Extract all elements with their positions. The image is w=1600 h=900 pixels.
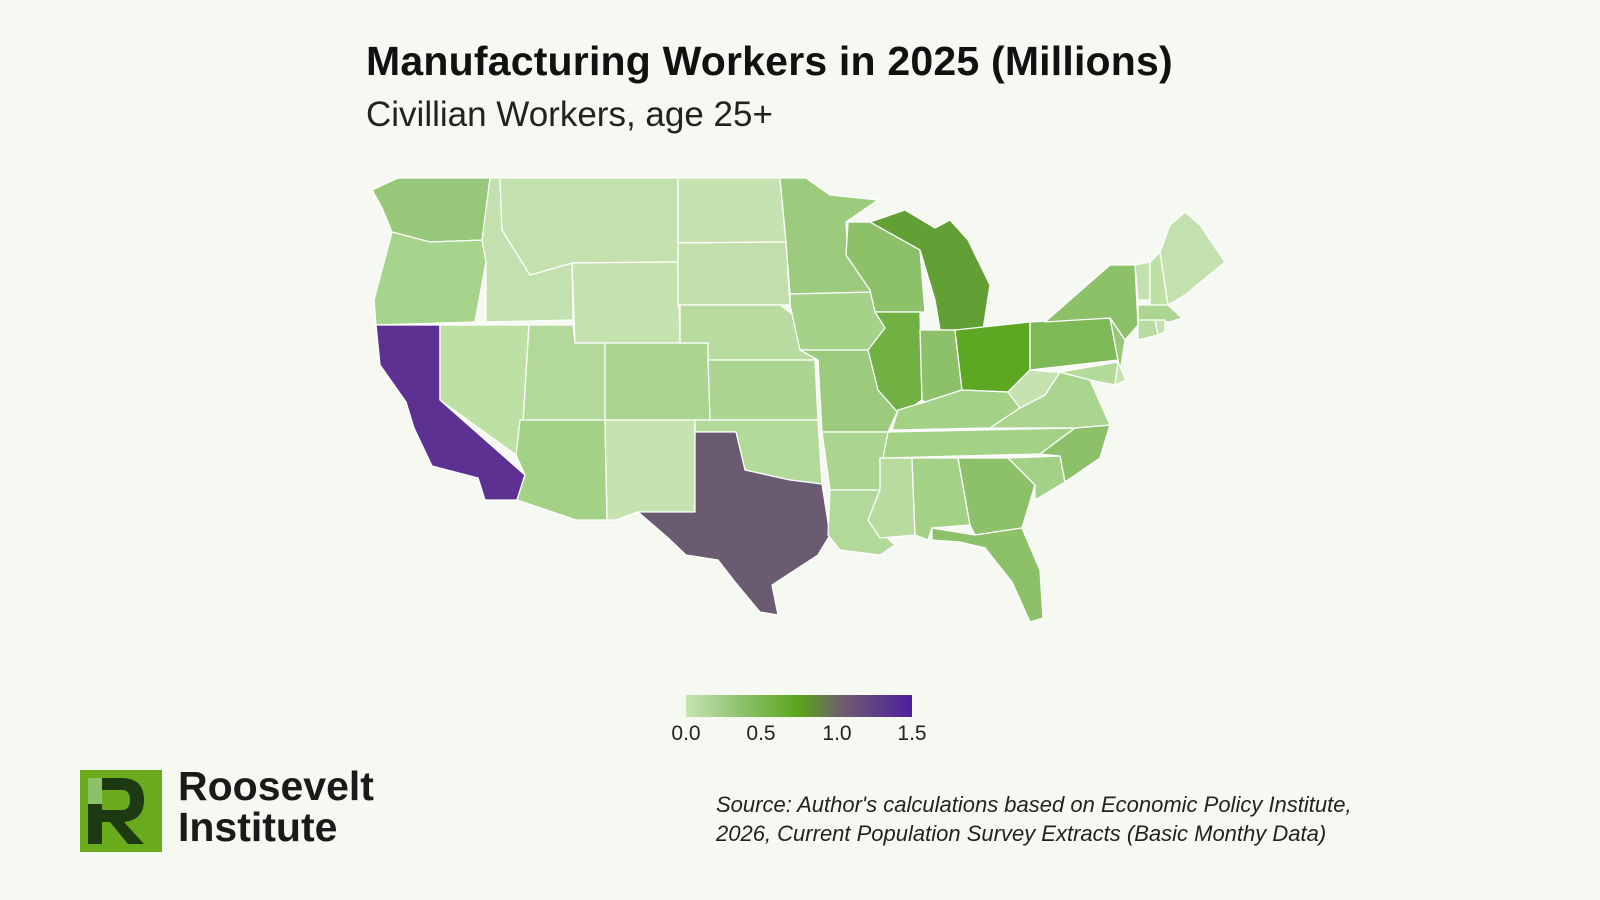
chart-subtitle: Civillian Workers, age 25+ xyxy=(366,95,773,134)
state-ia xyxy=(789,291,886,351)
state-sd xyxy=(677,241,791,306)
state-co xyxy=(604,342,711,421)
legend-tick-1-5: 1.5 xyxy=(897,722,927,745)
state-pa xyxy=(1029,317,1119,371)
state-vt xyxy=(1134,261,1151,301)
legend-tick-0: 0.0 xyxy=(671,722,701,745)
state-ma xyxy=(1137,304,1183,323)
state-mi xyxy=(869,209,991,331)
state-wa xyxy=(371,177,491,243)
state-de xyxy=(1114,361,1127,386)
state-tx xyxy=(637,431,831,616)
roosevelt-logo-mark xyxy=(80,770,162,852)
legend-gradient-bar xyxy=(686,695,912,717)
legend-tick-0-5: 0.5 xyxy=(746,722,776,745)
logo-line-1: Roosevelt xyxy=(178,763,374,809)
color-legend: 0.0 0.5 1.0 1.5 xyxy=(671,695,927,745)
state-az xyxy=(515,419,608,521)
state-fl xyxy=(931,527,1044,623)
state-nm xyxy=(604,419,696,521)
roosevelt-institute-wordmark: Roosevelt Institute xyxy=(178,766,374,848)
state-or xyxy=(373,231,487,326)
state-nd xyxy=(677,177,787,244)
legend-tick-1: 1.0 xyxy=(822,722,852,745)
state-ks xyxy=(707,359,819,421)
state-ar xyxy=(821,431,889,491)
state-me xyxy=(1159,211,1226,306)
source-note: Source: Author's calculations based on E… xyxy=(716,790,1352,848)
chart-title: Manufacturing Workers in 2025 (Millions) xyxy=(366,38,1173,84)
logo-line-2: Institute xyxy=(178,804,338,850)
source-line-1: Source: Author's calculations based on E… xyxy=(716,792,1352,817)
state-il xyxy=(867,311,923,416)
state-sc xyxy=(1007,455,1066,501)
state-ri xyxy=(1154,319,1166,336)
state-wy xyxy=(571,261,681,344)
state-mt xyxy=(499,177,679,276)
source-line-2: 2026, Current Population Survey Extracts… xyxy=(716,821,1327,846)
